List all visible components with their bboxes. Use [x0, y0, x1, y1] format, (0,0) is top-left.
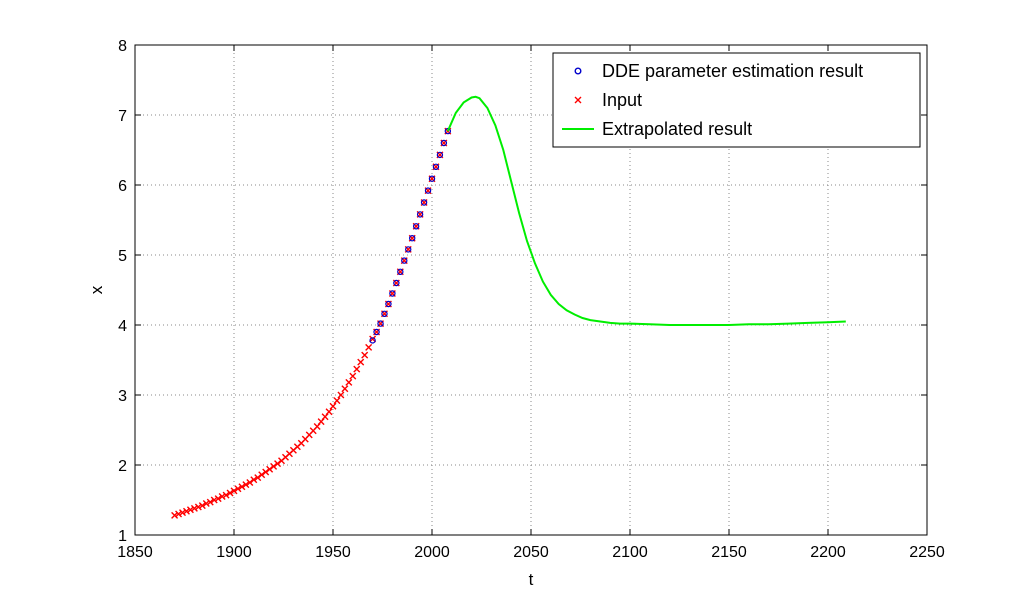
data-point — [393, 279, 400, 287]
data-point — [420, 199, 428, 206]
y-tick-label: 6 — [118, 178, 127, 195]
data-point — [258, 471, 266, 479]
data-point — [409, 234, 416, 242]
data-point — [353, 365, 361, 373]
data-point — [218, 493, 226, 500]
x-tick-label: 2100 — [612, 544, 648, 561]
data-point — [250, 476, 258, 484]
y-tick-label: 2 — [118, 458, 127, 475]
data-point — [444, 127, 452, 135]
data-point — [377, 320, 384, 327]
x-tick-label: 1950 — [315, 544, 351, 561]
data-point — [440, 139, 448, 147]
data-point — [385, 300, 392, 308]
legend-entry: DDE parameter estimation result — [574, 61, 863, 81]
data-point — [210, 496, 218, 504]
data-point — [230, 487, 238, 495]
series-dde-parameter-estimation-result — [369, 127, 452, 344]
data-point — [357, 358, 365, 366]
y-tick-label: 7 — [118, 108, 127, 125]
data-point — [349, 372, 357, 380]
data-point — [202, 500, 210, 507]
data-point — [179, 509, 187, 517]
data-point — [262, 468, 270, 476]
data-point — [214, 495, 222, 503]
data-point — [242, 481, 250, 489]
data-point — [436, 151, 444, 159]
data-point — [428, 175, 436, 182]
x-tick-label: 2050 — [513, 544, 549, 561]
x-tick-label: 2250 — [909, 544, 945, 561]
data-point — [226, 489, 234, 497]
y-tick-label: 8 — [118, 38, 127, 55]
x-tick-label: 2150 — [711, 544, 747, 561]
data-point — [222, 491, 230, 499]
data-point — [432, 163, 440, 170]
legend-label: Extrapolated result — [602, 119, 752, 139]
legend-entries: DDE parameter estimation result Input Extr… — [562, 61, 863, 139]
data-point — [373, 328, 380, 336]
data-point — [401, 257, 408, 264]
data-point — [397, 268, 404, 275]
data-point — [190, 504, 198, 512]
legend-label: DDE parameter estimation result — [602, 61, 863, 81]
data-point — [365, 343, 373, 351]
legend-entry: Input — [574, 90, 642, 110]
data-point — [361, 351, 369, 359]
y-tick-label: 5 — [118, 248, 127, 265]
x-tick-label: 1900 — [216, 544, 252, 561]
y-axis-label: x — [87, 285, 106, 294]
data-point — [333, 397, 341, 405]
data-point — [270, 462, 278, 470]
data-point — [416, 211, 424, 218]
data-point — [171, 511, 179, 519]
y-tick-label: 3 — [118, 388, 127, 405]
data-point — [329, 402, 337, 410]
data-point — [175, 510, 183, 518]
series-layer — [171, 95, 846, 519]
data-point — [266, 465, 274, 473]
data-point — [194, 503, 202, 511]
data-point — [337, 391, 345, 399]
y-tick-label: 4 — [118, 318, 127, 335]
x-axis-label: t — [529, 570, 534, 589]
data-point — [182, 507, 190, 515]
data-point — [206, 498, 214, 506]
legend-label: Input — [602, 90, 642, 110]
data-point — [246, 479, 254, 486]
x-tick-label: 1850 — [117, 544, 153, 561]
data-point — [186, 506, 194, 514]
axis-ticks: 1850 1900 1950 2000 2050 2100 2150 2200 2250 1 2 3 4… — [117, 38, 945, 561]
data-point — [369, 337, 376, 344]
data-point — [389, 290, 396, 297]
series-extrapolated-result — [446, 95, 846, 326]
data-point — [325, 408, 333, 416]
y-tick-label: 1 — [118, 528, 127, 545]
legend-box — [552, 52, 921, 148]
legend: DDE parameter estimation result Input Extr… — [552, 52, 921, 148]
data-point — [238, 483, 246, 491]
x-tick-label: 2200 — [810, 544, 846, 561]
legend-entry: Extrapolated result — [562, 119, 752, 139]
data-point — [234, 485, 242, 493]
legend-swatch — [574, 96, 582, 104]
x-tick-label: 2000 — [414, 544, 450, 561]
data-point — [424, 187, 432, 194]
data-point — [345, 378, 353, 386]
data-point — [381, 310, 388, 317]
data-point — [198, 502, 206, 510]
data-point — [254, 474, 262, 482]
legend-swatch — [574, 67, 582, 75]
data-point — [412, 223, 420, 230]
series-line — [446, 95, 846, 326]
data-point — [341, 385, 349, 393]
data-point — [274, 460, 282, 468]
data-point — [405, 246, 412, 253]
